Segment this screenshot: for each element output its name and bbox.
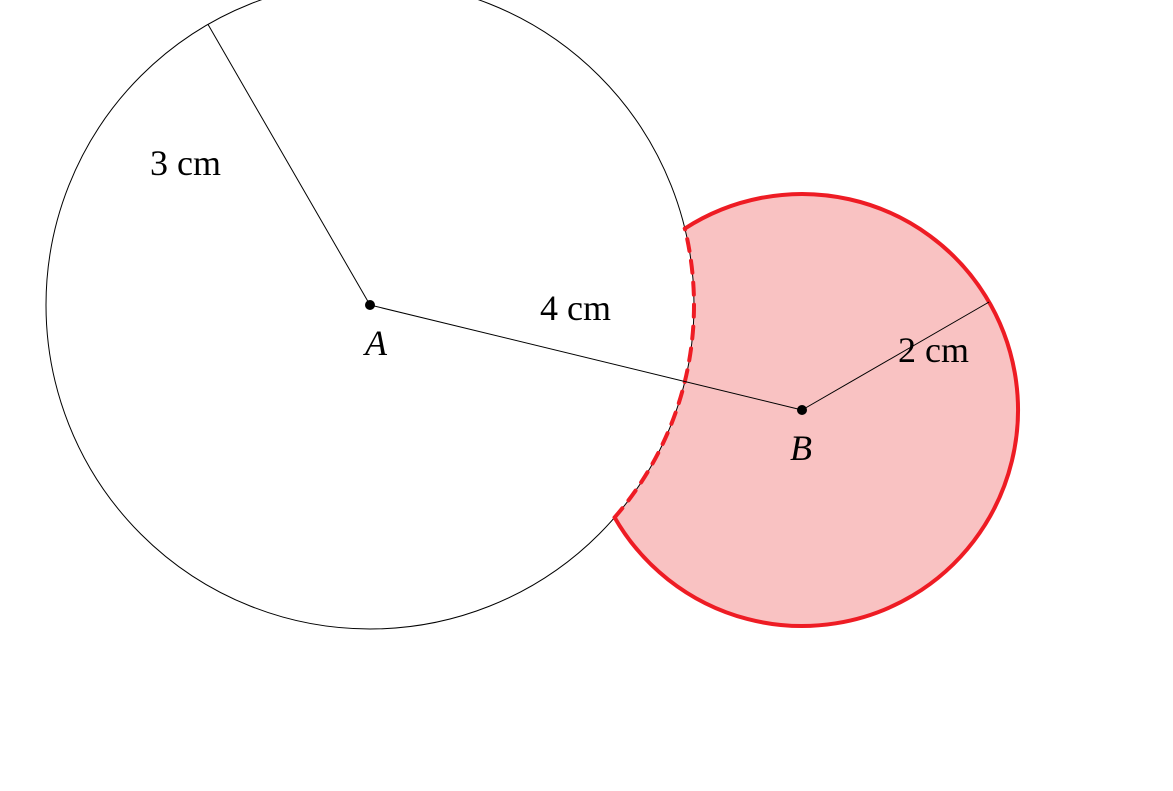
label-radius-b: 2 cm: [898, 330, 969, 370]
point-a: [365, 300, 375, 310]
label-radius-a: 3 cm: [150, 143, 221, 183]
label-distance-ab: 4 cm: [540, 288, 611, 328]
venn-diagram: A B 3 cm 2 cm 4 cm: [0, 0, 1173, 791]
label-b: B: [790, 428, 812, 468]
label-a: A: [363, 323, 388, 363]
point-b: [797, 405, 807, 415]
